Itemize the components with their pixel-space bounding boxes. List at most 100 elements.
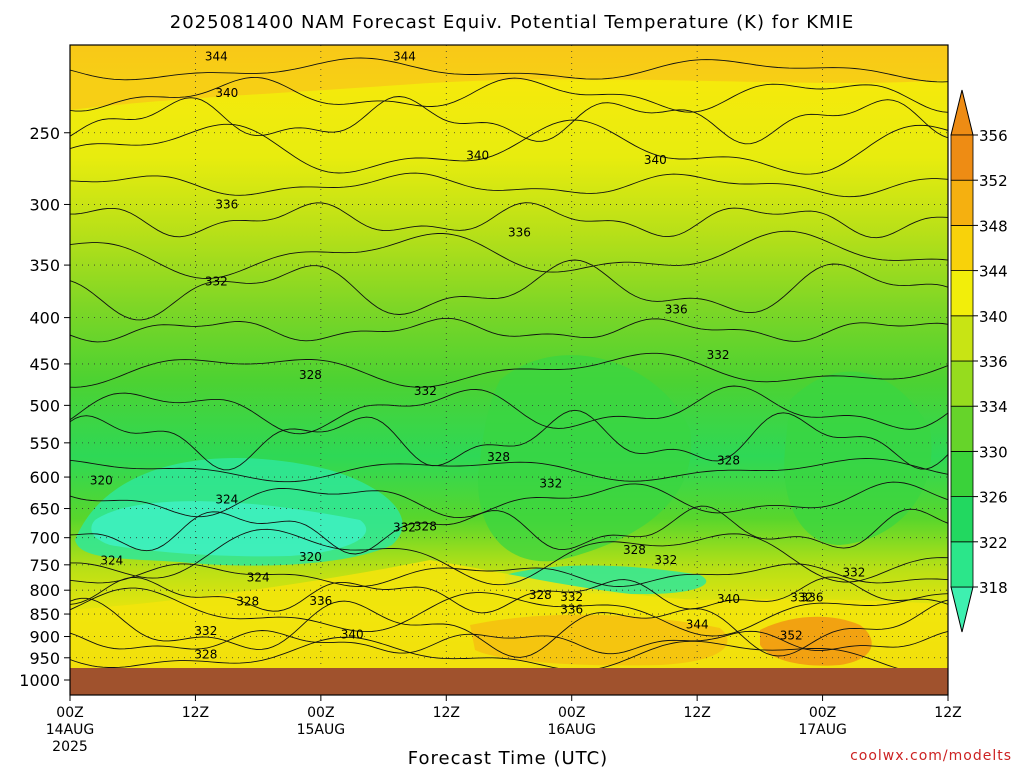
y-tick-label: 600 [29, 468, 60, 487]
contour-line [70, 630, 948, 655]
contour-line [70, 202, 948, 239]
contour-line [70, 409, 948, 471]
colorbar-top-arrow [950, 89, 974, 136]
credit-text: coolwx.com/modelts [850, 748, 1012, 764]
contour-label: 340 [215, 86, 238, 100]
y-tick-label: 700 [29, 529, 60, 548]
colorbar-segment [950, 270, 974, 317]
contour-label: 328 [236, 594, 259, 608]
x-tick-label: 12Z [433, 705, 460, 721]
colorbar-segment [950, 315, 974, 362]
contour-label: 332 [205, 275, 228, 289]
contour-label: 328 [487, 450, 510, 464]
contour-line [70, 119, 948, 175]
colorbar-segment [950, 541, 974, 588]
x-tick-label: 12Z [182, 705, 209, 721]
y-tick-label: 400 [29, 309, 60, 328]
contour-line [70, 528, 948, 586]
x-tick-label: 2025 [52, 739, 88, 755]
colorbar-label: 344 [979, 263, 1008, 281]
x-tick-label: 12Z [934, 705, 961, 721]
contour-line [70, 636, 948, 674]
y-tick-label: 950 [29, 649, 60, 668]
contour-line [70, 57, 948, 83]
contour-label: 324 [247, 571, 270, 585]
axes: 250 300 350 400 450 500 550 600 650 700 750 800 850 9… [19, 44, 962, 755]
colorbar-segment [950, 405, 974, 452]
colorbar-label: 348 [979, 217, 1008, 235]
contour-label: 328 [529, 588, 552, 602]
contour-label: 328 [194, 647, 217, 661]
contour-label: 328 [299, 368, 322, 382]
contour-label: 336 [508, 225, 531, 239]
y-tick-label: 450 [29, 355, 60, 374]
contour-label: 332 [654, 553, 677, 567]
contour-label: 324 [215, 492, 238, 506]
colorbar-label: 356 [979, 127, 1008, 145]
contour-label: 340 [644, 153, 667, 167]
colorbar-bottom-arrow [950, 586, 974, 633]
y-tick-label: 250 [29, 124, 60, 143]
colorbar-label: 334 [979, 398, 1008, 416]
y-tick-label: 850 [29, 605, 60, 624]
contour-line [70, 259, 948, 321]
contour-label: 340 [466, 149, 489, 163]
contour-label: 332 [707, 348, 730, 362]
contour-line [70, 172, 948, 198]
contour-line [70, 458, 948, 483]
colorbar-segment [950, 360, 974, 407]
moist-region-right [784, 371, 932, 545]
contour-line [70, 230, 948, 279]
colorbar-label: 330 [979, 443, 1008, 461]
contour-label: 332 [790, 591, 813, 605]
contour-line [70, 576, 948, 614]
contour-label: 344 [686, 618, 709, 632]
x-tick-label: 00Z [558, 705, 585, 721]
contour-line [70, 505, 948, 555]
y-tick-label: 550 [29, 434, 60, 453]
colorbar: 318 322 326 330 334 336 340 344 348 352 356 [950, 89, 1008, 633]
contour-label: 332 [842, 566, 865, 580]
contour-label: 324 [100, 554, 123, 568]
x-tick-label: 00Z [307, 705, 334, 721]
colorbar-label: 340 [979, 308, 1008, 326]
contour-line [70, 317, 948, 343]
contour-label: 328 [414, 519, 437, 533]
moist-region-center [478, 355, 692, 562]
contour-label: 328 [717, 453, 740, 467]
contour-label: 320 [90, 473, 113, 487]
y-tick-label: 500 [29, 396, 60, 415]
contour-label: 328 [623, 543, 646, 557]
contour-label: 332 [194, 624, 217, 638]
colorbar-segment [950, 496, 974, 543]
colorbar-label: 336 [979, 353, 1008, 371]
contour-label: 340 [717, 592, 740, 606]
gridlines [70, 45, 948, 668]
y-tick-label: 350 [29, 256, 60, 275]
colorbar-label: 352 [979, 172, 1008, 190]
contour-label: 344 [205, 50, 228, 64]
plot-frame [69, 44, 949, 696]
contour-line [70, 481, 948, 519]
x-tick-label: 17AUG [798, 722, 847, 738]
contour-line [70, 587, 948, 637]
colorbar-segment [950, 134, 974, 181]
x-tick-label: 16AUG [547, 722, 596, 738]
chart-title: 2025081400 NAM Forecast Equiv. Potential… [170, 12, 854, 33]
contour-label: 344 [393, 50, 416, 64]
colorbar-label: 326 [979, 489, 1008, 507]
contour-label: 332 [393, 520, 416, 534]
contour-label: 332 [539, 477, 562, 491]
contour-line [70, 563, 948, 587]
cool-core-left [91, 501, 367, 557]
x-tick-label: 00Z [56, 705, 83, 721]
contour-label: 352 [780, 629, 803, 643]
contour-line [70, 96, 948, 145]
contour-label: 336 [665, 303, 688, 317]
colorbar-segment [950, 179, 974, 226]
contour-line [70, 352, 948, 388]
contour-line [70, 385, 948, 435]
contour-label: 336 [309, 594, 332, 608]
